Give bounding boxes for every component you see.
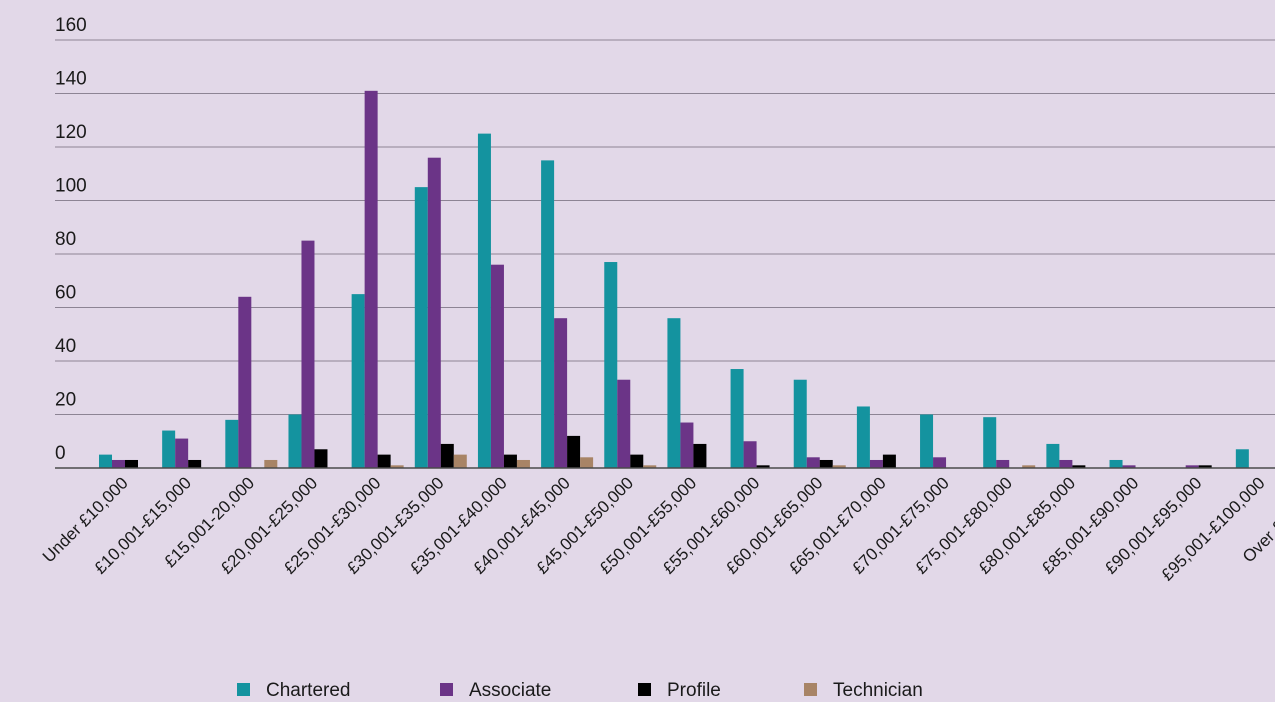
- y-tick-label: 120: [55, 122, 87, 143]
- bar-profile: [567, 435, 581, 468]
- bar-technician: [643, 465, 657, 468]
- bar-chartered: [920, 414, 934, 468]
- legend-swatch-associate: [440, 683, 453, 696]
- bar-technician: [832, 465, 846, 468]
- bar-chartered: [288, 414, 302, 468]
- bar-associate: [680, 422, 694, 468]
- bar-associate: [301, 240, 315, 468]
- bar-chartered: [541, 160, 555, 468]
- bar-chartered: [793, 379, 807, 468]
- legend-label-chartered: Chartered: [266, 680, 351, 701]
- bar-technician: [390, 465, 404, 468]
- y-tick-label: 0: [55, 443, 66, 464]
- y-tick-label: 20: [55, 390, 76, 411]
- bar-associate: [238, 296, 252, 468]
- bar-chartered: [667, 318, 681, 468]
- bar-profile: [314, 449, 328, 468]
- bar-profile: [630, 454, 644, 468]
- legend-swatch-chartered: [237, 683, 250, 696]
- y-tick-label: 160: [55, 15, 87, 36]
- bar-profile: [125, 459, 138, 468]
- y-tick-label: 140: [55, 69, 87, 90]
- bar-profile: [440, 443, 454, 468]
- bar-technician: [453, 454, 467, 468]
- bar-profile: [503, 454, 517, 468]
- legend: Chartered Associate Profile Technician: [237, 680, 923, 701]
- bar-associate: [933, 457, 947, 468]
- bar-profile: [188, 459, 202, 468]
- bar-associate: [364, 90, 378, 468]
- bar-technician: [1022, 465, 1036, 468]
- y-tick-label: 100: [55, 176, 87, 197]
- bar-chartered: [1046, 443, 1060, 468]
- bar-chartered: [99, 454, 112, 468]
- bar-associate: [427, 157, 441, 468]
- bar-associate: [1122, 465, 1136, 468]
- bar-associate: [743, 441, 757, 468]
- bars: [99, 90, 1249, 468]
- y-tick-label: 80: [55, 229, 76, 250]
- bar-associate: [175, 438, 189, 468]
- bar-chartered: [225, 419, 239, 468]
- legend-label-profile: Profile: [667, 680, 721, 701]
- bar-profile: [756, 465, 770, 468]
- gridlines: [55, 39, 1275, 415]
- bar-chartered: [162, 430, 176, 468]
- x-axis-ticks: Under £10,000£10,001-£15,000£15,001-20,0…: [39, 473, 1275, 584]
- bar-chartered: [1235, 449, 1249, 468]
- y-tick-label: 40: [55, 336, 76, 357]
- bar-chartered: [477, 133, 491, 468]
- legend-label-associate: Associate: [469, 680, 551, 701]
- bar-profile: [693, 443, 707, 468]
- bar-profile: [882, 454, 896, 468]
- bar-chartered: [856, 406, 870, 468]
- bar-associate: [617, 379, 631, 468]
- bar-chartered: [1109, 459, 1123, 468]
- bar-associate: [869, 459, 883, 468]
- bar-profile: [819, 459, 833, 468]
- legend-swatch-technician: [804, 683, 817, 696]
- legend-label-technician: Technician: [833, 680, 923, 701]
- bar-profile: [1198, 465, 1212, 468]
- bar-associate: [490, 264, 504, 468]
- bar-profile: [377, 454, 391, 468]
- y-tick-label: 60: [55, 283, 76, 304]
- bar-chartered: [730, 369, 744, 468]
- bar-associate: [996, 459, 1010, 468]
- bar-chartered: [604, 262, 618, 468]
- bar-chartered: [414, 187, 428, 468]
- bar-technician: [264, 459, 278, 468]
- bar-associate: [1059, 459, 1073, 468]
- bar-associate: [112, 459, 125, 468]
- bar-associate: [806, 457, 820, 468]
- bar-associate: [1185, 465, 1199, 468]
- bar-associate: [554, 318, 568, 468]
- y-axis-ticks: 0 20 40 60 80 100 120 140 160: [55, 15, 87, 464]
- bar-chartered: [351, 294, 365, 468]
- bar-profile: [1072, 465, 1086, 468]
- legend-swatch-profile: [638, 683, 651, 696]
- bar-technician: [516, 459, 530, 468]
- bar-technician: [580, 457, 594, 468]
- bar-chartered: [983, 417, 997, 468]
